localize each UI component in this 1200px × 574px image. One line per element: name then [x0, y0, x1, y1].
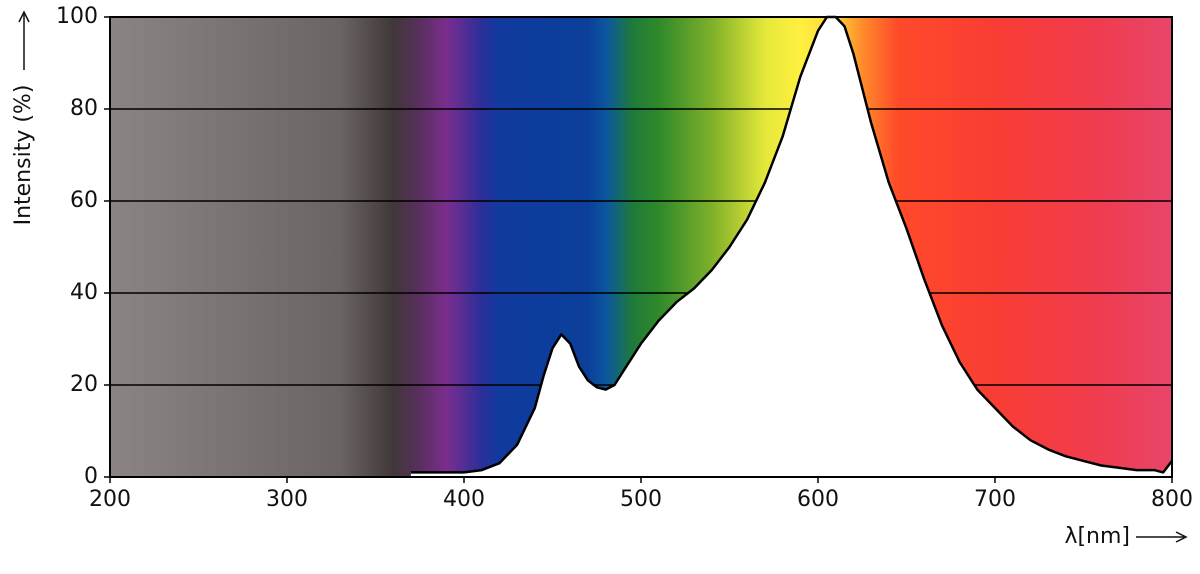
y-tick-label: 60 [70, 188, 98, 213]
y-tick-label: 80 [70, 96, 98, 121]
spectrum-line [410, 15, 1173, 474]
y-axis-title: Intensity (%) [11, 85, 36, 226]
y-tick-label: 20 [70, 372, 98, 397]
x-tick-label: 600 [797, 487, 839, 512]
x-tick-label: 700 [974, 487, 1016, 512]
y-tick-label: 100 [56, 4, 98, 29]
y-tick-label: 40 [70, 280, 98, 305]
x-tick-label: 200 [89, 487, 131, 512]
x-tick-label: 800 [1151, 487, 1193, 512]
x-tick-label: 400 [443, 487, 485, 512]
area-fill [410, 17, 1172, 477]
x-axis-arrowhead [1175, 531, 1188, 543]
x-axis-title: λ[nm] [1064, 524, 1130, 549]
y-axis-arrowhead [18, 10, 30, 23]
y-tick-label: 0 [84, 464, 98, 489]
x-tick-label: 300 [266, 487, 308, 512]
x-tick-label: 500 [620, 487, 662, 512]
